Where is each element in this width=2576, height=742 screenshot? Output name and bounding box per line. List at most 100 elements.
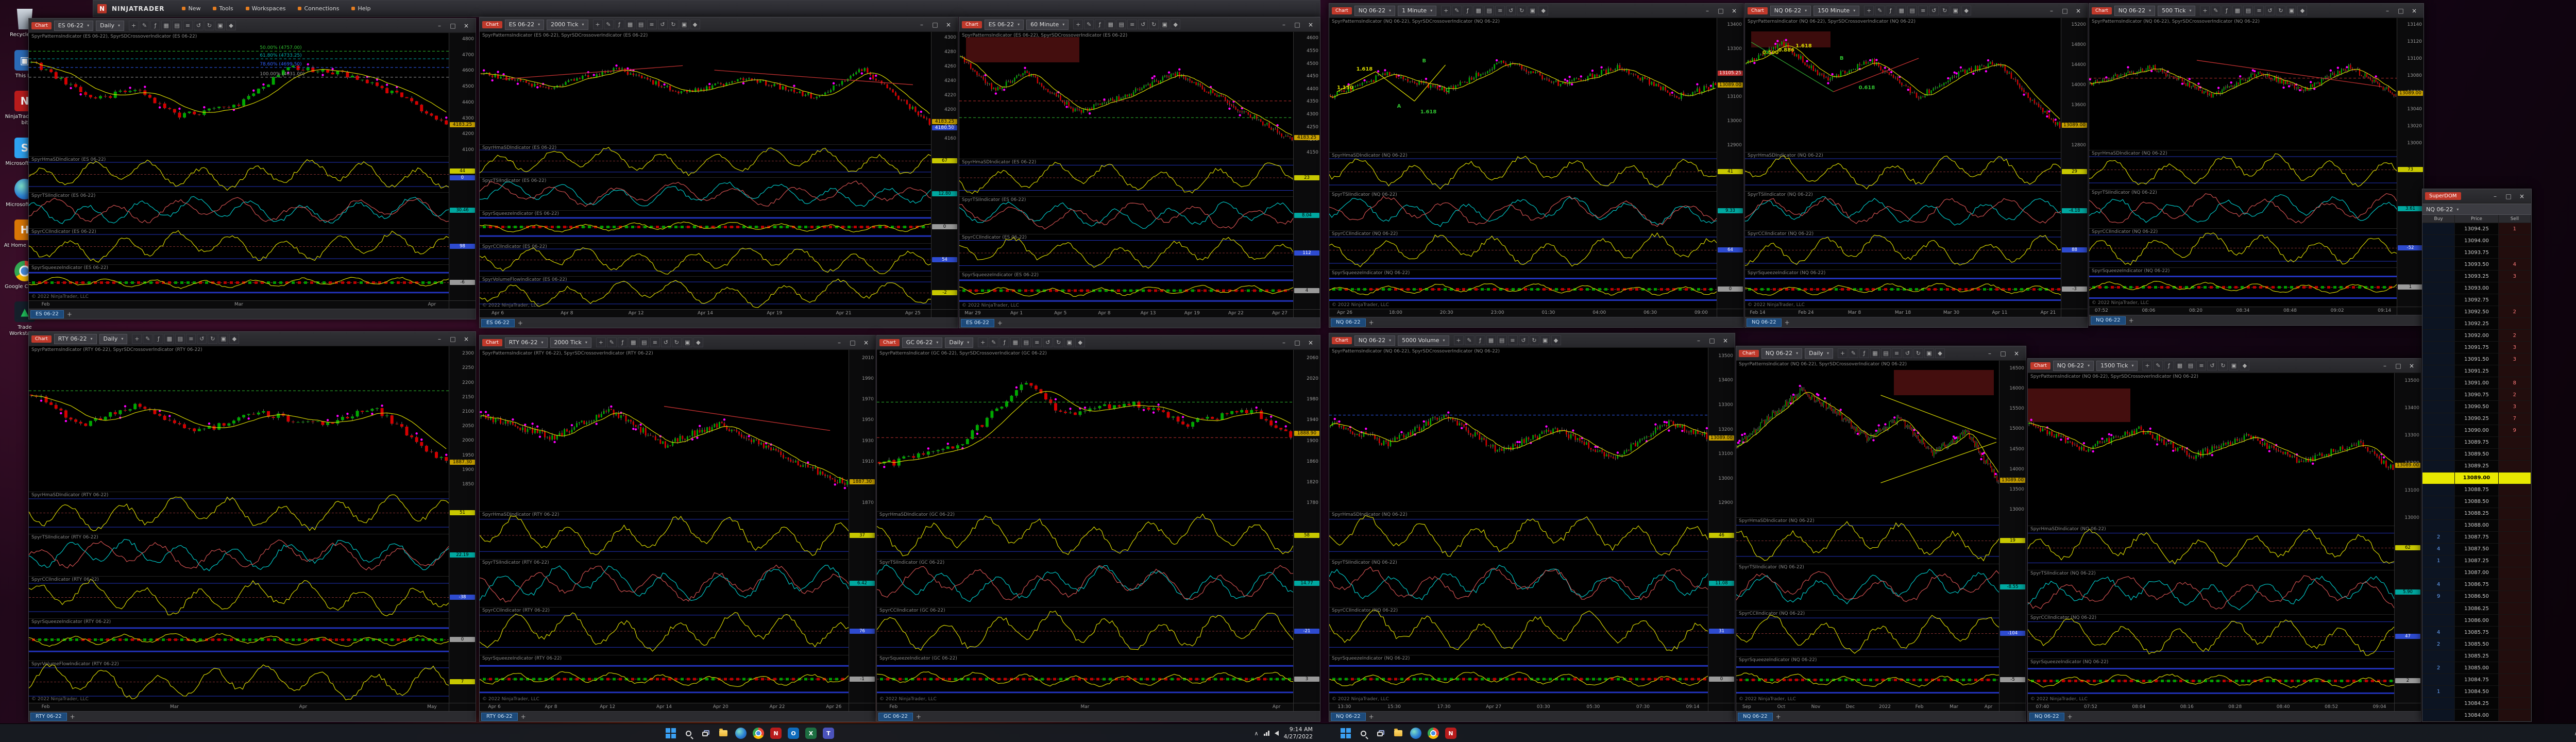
chart-titlebar[interactable]: Chart NQ 06-22▾ 150 Minute▾ +✎ƒ▦▤≡↺↻▣◆ –… xyxy=(1745,4,2088,18)
price-axis[interactable]: 480047004600450044004300420041004183.25 xyxy=(449,33,476,156)
time-axis[interactable]: Mar 29Apr 1Apr 5Apr 8Apr 13Apr 19Apr 22A… xyxy=(959,309,1293,317)
indicators-icon[interactable]: ƒ xyxy=(1095,20,1105,29)
marker-icon[interactable]: ◆ xyxy=(2297,6,2307,15)
indicators-icon[interactable]: ƒ xyxy=(1859,348,1869,358)
sell-cell[interactable] xyxy=(2499,318,2531,329)
buy-cell[interactable] xyxy=(2422,353,2455,365)
chart-tab[interactable]: NQ 06-22 xyxy=(1738,713,1773,721)
price-axis[interactable]: 1350013400133001320013100130001290013089… xyxy=(1708,348,1735,511)
close-button[interactable]: × xyxy=(1719,335,1732,346)
add-tab-button[interactable]: + xyxy=(1367,319,1376,326)
sell-cell[interactable]: 1 xyxy=(2499,223,2531,234)
chart-style-icon[interactable]: ▦ xyxy=(164,334,174,344)
pencil-icon[interactable]: ✎ xyxy=(1452,6,1462,15)
price-axis[interactable]: 13400133001320013100130001290013089.0013… xyxy=(1717,18,1743,152)
buy-cell[interactable] xyxy=(2422,449,2455,460)
buy-cell[interactable] xyxy=(2422,306,2455,317)
sell-cell[interactable] xyxy=(2499,555,2531,567)
properties-icon[interactable]: ≡ xyxy=(1508,335,1518,345)
time-axis[interactable]: SepOctNovDec2022FebMarApr xyxy=(1736,703,1999,711)
pencil-icon[interactable]: ✎ xyxy=(2153,361,2163,370)
chart-style-icon[interactable]: ▦ xyxy=(2232,6,2242,15)
maximize-button[interactable]: □ xyxy=(1996,348,2010,359)
close-button[interactable]: × xyxy=(1304,20,1317,30)
taskbar-chrome-icon[interactable] xyxy=(1427,727,1439,739)
indicator-pane[interactable]: SpyrCCIIndicator (NQ 06-22) xyxy=(1736,610,1999,656)
crosshair-icon[interactable]: + xyxy=(1838,348,1848,358)
close-button[interactable]: × xyxy=(1727,6,1741,16)
taskbar-explorer-icon[interactable] xyxy=(1392,727,1404,739)
add-tab-button[interactable]: + xyxy=(1783,319,1791,326)
properties-icon[interactable]: ≡ xyxy=(186,334,196,344)
panels-icon[interactable]: ▤ xyxy=(1907,6,1917,15)
indicators-icon[interactable]: ƒ xyxy=(1886,6,1895,15)
indicator-pane[interactable]: SpyrVolumeFlowIndicator (RTY 06-22)© 202… xyxy=(29,661,449,703)
close-button[interactable]: × xyxy=(2408,6,2421,16)
price-pane[interactable]: SpyrPatternsIndicator (NQ 06-22), SpyrSD… xyxy=(1736,361,1999,517)
region-icon[interactable]: ▣ xyxy=(218,334,228,344)
price-axis[interactable]: 1650016000155001500014500140001350013000… xyxy=(1999,361,2026,517)
panels-icon[interactable]: ▤ xyxy=(639,338,649,347)
indicator-pane[interactable]: SpyrSqueezeIndicator (GC 06-22)© 2022 Ni… xyxy=(877,655,1293,703)
indicator-pane[interactable]: SpyrSqueezeIndicator (ES 06-22)© 2022 Ni… xyxy=(29,264,449,300)
pencil-icon[interactable]: ✎ xyxy=(1084,20,1094,29)
sell-cell[interactable] xyxy=(2499,484,2531,496)
taskbar-edge-icon[interactable] xyxy=(1410,727,1422,739)
indicator-pane[interactable]: SpyrCCIIndicator (NQ 06-22) xyxy=(1329,230,1717,269)
taskbar-search-icon[interactable] xyxy=(1357,727,1369,739)
chart-titlebar[interactable]: Chart NQ 06-22▾ 1 Minute▾ +✎ƒ▦▤≡↺↻▣◆ – □… xyxy=(1329,4,1743,18)
undo-icon[interactable]: ↺ xyxy=(1929,6,1939,15)
chart-style-icon[interactable]: ▦ xyxy=(1486,335,1496,345)
indicator-pane[interactable]: SpyrTSIIndicator (NQ 06-22) xyxy=(1329,559,1708,607)
minimize-button[interactable]: – xyxy=(2045,6,2058,16)
buy-cell[interactable] xyxy=(2422,425,2455,436)
buy-cell[interactable]: 1 xyxy=(2422,686,2455,697)
maximize-button[interactable]: □ xyxy=(1714,6,1727,16)
sell-cell[interactable] xyxy=(2499,591,2531,602)
minimize-button[interactable]: – xyxy=(2378,361,2392,371)
price-pane[interactable]: SpyrPatternsIndicator (ES 06-22), SpyrSD… xyxy=(480,32,931,144)
buy-cell[interactable] xyxy=(2422,342,2455,353)
close-button[interactable]: × xyxy=(942,20,955,30)
sell-cell[interactable] xyxy=(2499,627,2531,638)
panels-icon[interactable]: ▤ xyxy=(2243,6,2253,15)
crosshair-icon[interactable]: + xyxy=(2142,361,2152,370)
sell-cell[interactable]: 2 xyxy=(2499,306,2531,317)
indicator-canvas[interactable] xyxy=(1329,560,1708,607)
taskbar-ninja-icon[interactable]: N xyxy=(770,727,782,739)
close-button[interactable]: × xyxy=(2010,348,2023,359)
undo-icon[interactable]: ↺ xyxy=(1506,6,1516,15)
chart-style-icon[interactable]: ▦ xyxy=(625,20,635,29)
price-chart-canvas[interactable] xyxy=(480,350,849,511)
minimize-button[interactable]: – xyxy=(2488,191,2502,201)
buy-cell[interactable]: 9 xyxy=(2422,591,2455,602)
undo-icon[interactable]: ↺ xyxy=(661,338,671,347)
time-axis[interactable]: FebMarApr xyxy=(29,300,449,309)
indicators-icon[interactable]: ƒ xyxy=(150,21,160,30)
price-pane[interactable]: SpyrPatternsIndicator (GC 06-22), SpyrSD… xyxy=(877,350,1293,511)
buy-cell[interactable]: 2 xyxy=(2422,662,2455,673)
sell-cell[interactable] xyxy=(2499,520,2531,531)
indicator-canvas[interactable] xyxy=(480,178,931,210)
chart-style-icon[interactable]: ▦ xyxy=(1896,6,1906,15)
crosshair-icon[interactable]: + xyxy=(1864,6,1874,15)
interval-selector[interactable]: Daily▾ xyxy=(945,338,973,348)
minimize-button[interactable]: – xyxy=(1692,335,1705,346)
price-pane[interactable]: SpyrPatternsIndicator (RTY 06-22), SpyrS… xyxy=(480,350,849,511)
indicator-canvas[interactable] xyxy=(1329,153,1717,191)
menu-new[interactable]: New xyxy=(177,4,206,13)
pencil-icon[interactable]: ✎ xyxy=(604,20,614,29)
redo-icon[interactable]: ↻ xyxy=(1530,335,1539,345)
maximize-button[interactable]: □ xyxy=(446,334,460,344)
crosshair-icon[interactable]: + xyxy=(596,338,606,347)
sell-cell[interactable]: 9 xyxy=(2499,425,2531,436)
minimize-button[interactable]: – xyxy=(833,338,846,348)
indicator-canvas[interactable] xyxy=(2089,190,2397,228)
price-pane[interactable]: SpyrPatternsIndicator (NQ 06-22), SpyrSD… xyxy=(1745,18,2061,152)
region-icon[interactable]: ▣ xyxy=(215,21,225,30)
price-pane[interactable]: SpyrPatternsIndicator (NQ 06-22), SpyrSD… xyxy=(1329,18,1717,152)
indicator-pane[interactable]: SpyrHmaSDIndicator (NQ 06-22) xyxy=(1745,152,2061,191)
chart-style-icon[interactable]: ▦ xyxy=(161,21,171,30)
sell-cell[interactable]: 2 xyxy=(2499,330,2531,341)
sell-cell[interactable] xyxy=(2499,496,2531,508)
